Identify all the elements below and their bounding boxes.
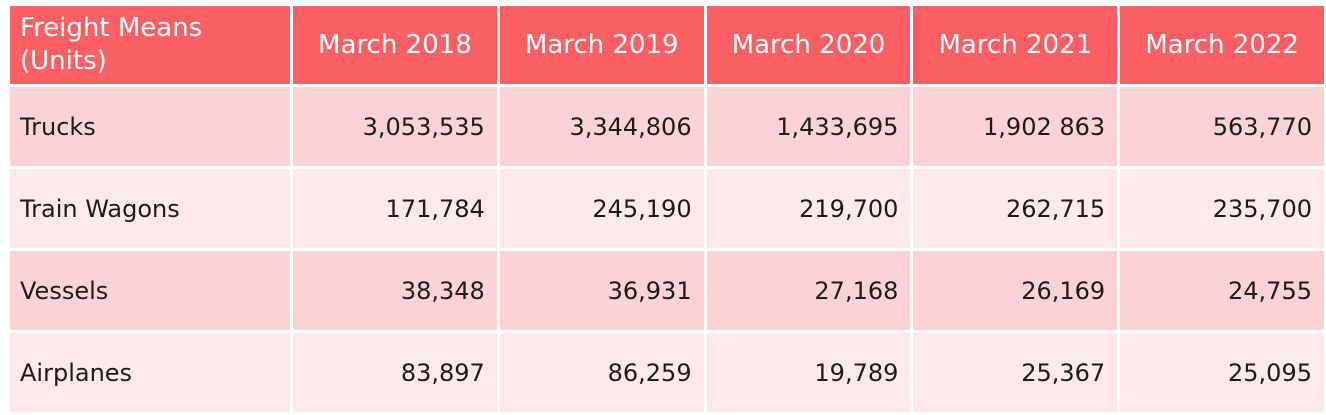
table-row-vessels: Vessels 38,348 36,931 27,168 26,169 24,7… [7, 248, 1326, 333]
table-cell: 219,700 [703, 166, 914, 251]
table-cell: 26,169 [910, 248, 1121, 333]
table-cell: 19,789 [703, 330, 914, 415]
table-cell: 1,902 863 [910, 84, 1121, 169]
header-march-2019: March 2019 [496, 3, 707, 87]
table-header-row: Freight Means (Units) March 2018 March 2… [7, 3, 1326, 87]
table-cell: 83,897 [290, 330, 500, 415]
row-label: Train Wagons [7, 166, 293, 251]
table-cell: 25,367 [910, 330, 1121, 415]
table-cell: 563,770 [1117, 84, 1326, 169]
header-freight-means: Freight Means (Units) [7, 3, 293, 87]
table-cell: 38,348 [290, 248, 500, 333]
row-label: Trucks [7, 84, 293, 169]
table-cell: 1,433,695 [703, 84, 914, 169]
table-cell: 262,715 [910, 166, 1121, 251]
table-cell: 86,259 [496, 330, 707, 415]
table-cell: 25,095 [1117, 330, 1326, 415]
freight-means-table: Freight Means (Units) March 2018 March 2… [7, 3, 1326, 415]
header-march-2018: March 2018 [290, 3, 500, 87]
table-cell: 36,931 [496, 248, 707, 333]
table-row-airplanes: Airplanes 83,897 86,259 19,789 25,367 25… [7, 330, 1326, 415]
table-cell: 171,784 [290, 166, 500, 251]
table-cell: 3,344,806 [496, 84, 707, 169]
table-row-train-wagons: Train Wagons 171,784 245,190 219,700 262… [7, 166, 1326, 251]
table-cell: 245,190 [496, 166, 707, 251]
row-label: Vessels [7, 248, 293, 333]
table-cell: 235,700 [1117, 166, 1326, 251]
header-march-2022: March 2022 [1117, 3, 1326, 87]
header-march-2021: March 2021 [910, 3, 1121, 87]
table-cell: 3,053,535 [290, 84, 500, 169]
freight-table-container: Freight Means (Units) March 2018 March 2… [7, 3, 1326, 415]
row-label: Airplanes [7, 330, 293, 415]
header-march-2020: March 2020 [703, 3, 914, 87]
table-cell: 27,168 [703, 248, 914, 333]
table-row-trucks: Trucks 3,053,535 3,344,806 1,433,695 1,9… [7, 84, 1326, 169]
table-cell: 24,755 [1117, 248, 1326, 333]
